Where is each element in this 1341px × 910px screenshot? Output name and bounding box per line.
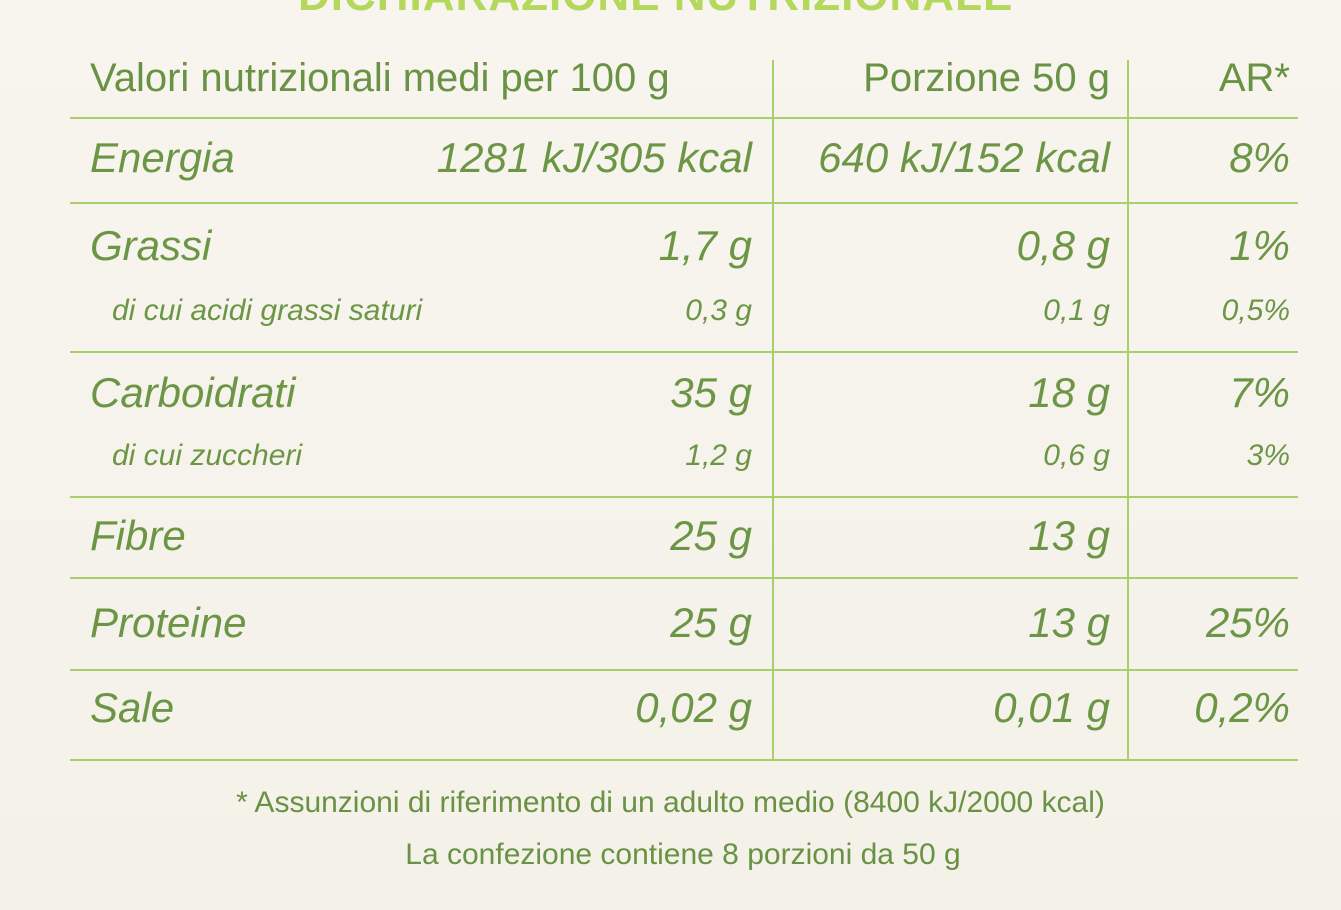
nutrient-value: 18 g bbox=[1028, 369, 1110, 416]
row-divider bbox=[70, 759, 1298, 761]
nutrient-value: 25 g bbox=[670, 512, 752, 559]
nutrient-value: 3% bbox=[1246, 439, 1290, 472]
row-divider bbox=[70, 351, 1298, 353]
nutrient-value: 1,2 g bbox=[685, 439, 752, 472]
nutrient-name: Grassi bbox=[90, 222, 212, 269]
nutrient-value: 0,5% bbox=[1221, 294, 1290, 327]
nutrient-name: di cui zuccheri bbox=[112, 439, 303, 472]
nutrient-name: Energia bbox=[90, 134, 235, 181]
label-title: DICHIARAZIONE NUTRIZIONALE bbox=[298, 0, 1013, 18]
nutrient-name: Proteine bbox=[90, 599, 247, 646]
nutrient-value: 25% bbox=[1205, 599, 1290, 646]
nutrient-value: 8% bbox=[1229, 134, 1290, 181]
nutrient-value: 0,02 g bbox=[635, 684, 752, 731]
nutrient-value: 13 g bbox=[1028, 512, 1110, 559]
nutrient-value: 1281 kJ/305 kcal bbox=[436, 134, 752, 181]
header-cell: Porzione 50 g bbox=[863, 56, 1110, 100]
column-divider bbox=[1127, 60, 1129, 760]
row-divider bbox=[70, 117, 1298, 119]
nutrient-value: 640 kJ/152 kcal bbox=[818, 134, 1110, 181]
row-divider bbox=[70, 577, 1298, 579]
nutrient-name: Carboidrati bbox=[90, 369, 296, 416]
nutrient-value: 0,2% bbox=[1194, 684, 1290, 731]
nutrient-value: 0,1 g bbox=[1043, 294, 1110, 327]
nutrient-value: 0,3 g bbox=[685, 294, 752, 327]
nutrient-value: 13 g bbox=[1028, 599, 1110, 646]
nutrient-value: 1,7 g bbox=[658, 222, 752, 269]
nutrient-value: 35 g bbox=[670, 369, 752, 416]
nutrient-value: 0,01 g bbox=[993, 684, 1110, 731]
nutrient-name: di cui acidi grassi saturi bbox=[112, 294, 423, 327]
row-divider bbox=[70, 202, 1298, 204]
row-divider bbox=[70, 669, 1298, 671]
nutrient-value: 0,8 g bbox=[1016, 222, 1110, 269]
nutrient-name: Sale bbox=[90, 684, 175, 731]
column-divider bbox=[772, 60, 774, 760]
nutrient-value: 7% bbox=[1229, 369, 1290, 416]
footnote: La confezione contiene 8 porzioni da 50 … bbox=[405, 838, 961, 871]
nutrient-name: Fibre bbox=[90, 512, 186, 559]
row-divider bbox=[70, 496, 1298, 498]
nutrient-value: 1% bbox=[1229, 222, 1290, 269]
nutrient-value: 25 g bbox=[670, 599, 752, 646]
header-cell: AR* bbox=[1218, 56, 1290, 100]
nutrient-value: 0,6 g bbox=[1043, 439, 1110, 472]
footnote: * Assunzioni di riferimento di un adulto… bbox=[236, 786, 1105, 819]
header-cell: Valori nutrizionali medi per 100 g bbox=[90, 56, 670, 100]
